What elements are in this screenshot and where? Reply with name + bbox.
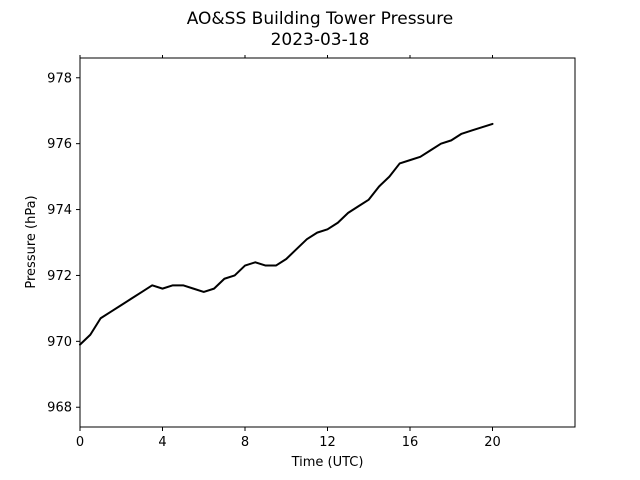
x-tick-label: 8 xyxy=(241,435,249,450)
axis-ticks: 0 4 8 12 16 20 968 970 972 974 976 978 xyxy=(47,55,501,450)
chart-title: AO&SS Building Tower Pressure xyxy=(187,9,454,29)
y-tick-label: 970 xyxy=(47,335,72,350)
plot-frame xyxy=(79,57,576,428)
y-tick-label: 974 xyxy=(47,203,72,218)
chart-subtitle: 2023-03-18 xyxy=(271,30,370,50)
y-tick-label: 968 xyxy=(47,401,72,416)
y-tick-label: 978 xyxy=(47,71,72,86)
x-tick-label: 4 xyxy=(158,435,166,450)
x-tick-label: 20 xyxy=(484,435,501,450)
x-axis-label: Time (UTC) xyxy=(291,455,364,470)
plot-area xyxy=(79,57,576,428)
y-tick-label: 976 xyxy=(47,137,72,152)
y-tick-label: 972 xyxy=(47,269,72,284)
x-tick-label: 0 xyxy=(76,435,84,450)
series-layer xyxy=(79,122,494,346)
x-tick-label: 16 xyxy=(402,435,419,450)
y-axis-label: Pressure (hPa) xyxy=(24,195,39,288)
pressure-series-line xyxy=(79,122,494,346)
x-tick-label: 12 xyxy=(319,435,336,450)
